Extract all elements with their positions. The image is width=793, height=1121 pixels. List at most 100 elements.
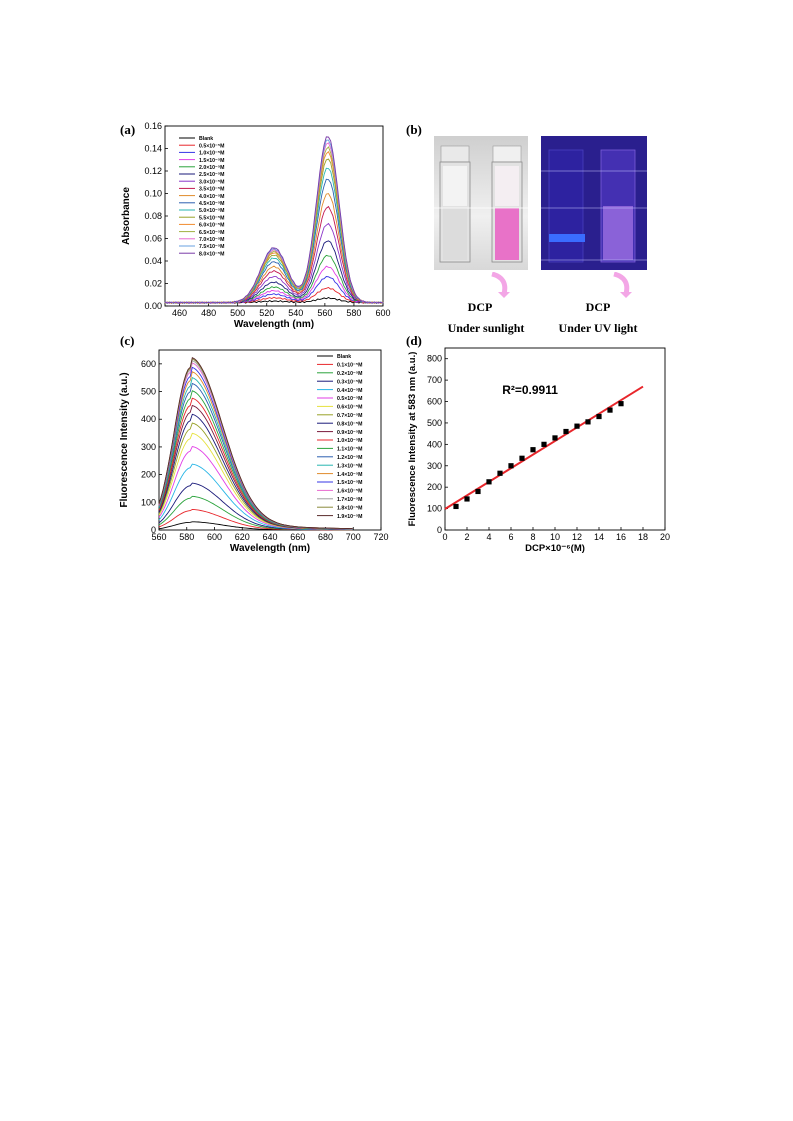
y-tick-label: 300 <box>427 461 442 471</box>
y-axis-label: Fluorescence Intensity (a.u.) <box>119 372 130 507</box>
legend-label: 1.0×10⁻⁵M <box>199 151 225 157</box>
x-tick-label: 460 <box>172 308 187 318</box>
uv-photo <box>541 136 647 270</box>
x-tick-label: 580 <box>346 308 361 318</box>
r-squared-annotation: R²=0.9911 <box>502 383 558 397</box>
legend-label: 1.8×10⁻⁵M <box>337 505 363 511</box>
legend-label: Blank <box>199 136 213 142</box>
y-tick-label: 100 <box>427 504 442 514</box>
panel-d-label: (d) <box>406 333 422 348</box>
legend-label: 3.5×10⁻⁵M <box>199 187 225 193</box>
x-tick-label: 560 <box>151 532 166 542</box>
data-point <box>541 441 547 447</box>
legend-label: 1.5×10⁻⁵M <box>337 480 363 486</box>
x-tick-label: 480 <box>201 308 216 318</box>
x-tick-label: 560 <box>317 308 332 318</box>
x-axis-label: DCP×10⁻⁶(M) <box>525 543 585 554</box>
x-tick-label: 580 <box>179 532 194 542</box>
y-tick-label: 0 <box>437 525 442 535</box>
y-tick-label: 0.16 <box>144 121 162 131</box>
data-point <box>519 455 525 461</box>
legend-label: 1.4×10⁻⁵M <box>337 472 363 478</box>
y-tick-label: 0.02 <box>144 279 162 289</box>
legend-label: 6.0×10⁻⁵M <box>199 223 225 229</box>
x-tick-label: 0 <box>442 532 447 542</box>
y-tick-label: 300 <box>141 442 156 452</box>
legend-label: 2.0×10⁻⁵M <box>199 165 225 171</box>
cuvettes-uv-illustration <box>541 136 647 270</box>
x-tick-label: 4 <box>486 532 491 542</box>
legend-label: 1.6×10⁻⁵M <box>337 489 363 495</box>
y-tick-label: 500 <box>141 387 156 397</box>
y-tick-label: 100 <box>141 497 156 507</box>
legend-label: 0.6×10⁻⁵M <box>337 405 363 411</box>
x-tick-label: 660 <box>290 532 305 542</box>
data-point <box>475 488 481 495</box>
y-tick-label: 800 <box>427 354 442 364</box>
x-tick-label: 2 <box>464 532 469 542</box>
legend-label: 5.0×10⁻⁵M <box>199 208 225 214</box>
legend-label: 0.1×10⁻⁵M <box>337 363 363 369</box>
sunlight-photo <box>434 136 528 270</box>
legend-label: 4.0×10⁻⁵M <box>199 194 225 200</box>
panel-c-label: (c) <box>120 333 135 348</box>
series-line <box>158 359 353 530</box>
x-tick-label: 18 <box>638 532 648 542</box>
legend-label: 0.9×10⁻⁵M <box>337 430 363 436</box>
y-tick-label: 400 <box>141 414 156 424</box>
series-line <box>158 357 353 530</box>
cuvettes-sunlight-illustration <box>434 145 528 263</box>
panel-b-label: (b) <box>406 122 422 137</box>
x-tick-label: 8 <box>530 532 535 542</box>
legend-label: 8.0×10⁻⁵M <box>199 251 225 257</box>
panel-a-label: (a) <box>120 122 136 137</box>
data-point <box>508 463 514 469</box>
data-point <box>486 479 492 485</box>
legend-label: 1.2×10⁻⁵M <box>337 455 363 461</box>
y-tick-label: 0.00 <box>144 301 162 311</box>
x-tick-label: 600 <box>207 532 222 542</box>
legend-label: 1.7×10⁻⁵M <box>337 497 363 503</box>
legend-label: 0.8×10⁻⁵M <box>337 421 363 427</box>
curved-arrow-icon <box>613 272 632 298</box>
y-axis-label: Absorbance <box>121 187 132 245</box>
y-axis-label: Fluorescence Intensity at 583 nm (a.u.) <box>407 352 418 527</box>
calibration-chart: 0 2 4 6 8 10 12 14 16 18 2001002003004005006007008… <box>407 347 670 554</box>
data-point <box>596 413 602 420</box>
series-line <box>158 371 353 530</box>
data-point <box>585 419 591 425</box>
data-point <box>453 503 459 510</box>
x-axis-label: Wavelength (nm) <box>230 543 310 554</box>
legend-label: 1.1×10⁻⁵M <box>337 447 363 453</box>
uv-caption: Under UV light <box>558 321 638 335</box>
y-tick-label: 0.08 <box>144 211 162 221</box>
data-point <box>618 401 624 407</box>
dcp-label-left: DCP <box>467 300 493 314</box>
data-point <box>552 435 558 441</box>
x-tick-label: 680 <box>318 532 333 542</box>
series-line <box>164 222 384 304</box>
legend-label: 1.3×10⁻⁵M <box>337 463 363 469</box>
y-tick-label: 200 <box>427 482 442 492</box>
series-line <box>164 136 384 304</box>
legend-label: 6.5×10⁻⁵M <box>199 230 225 236</box>
fit-line <box>444 385 644 510</box>
y-tick-label: 0.14 <box>144 144 162 154</box>
sunlight-caption: Under sunlight <box>447 321 525 335</box>
fluorescence-chart: 560 580 600 620 640 660 680 700 720 0 100 200 300 400… <box>119 349 389 554</box>
legend-label: 1.5×10⁻⁵M <box>199 158 225 164</box>
legend-label: 2.5×10⁻⁵M <box>199 172 225 178</box>
x-tick-label: 720 <box>373 532 388 542</box>
data-point <box>607 407 613 413</box>
legend-label: 3.0×10⁻⁵M <box>199 179 225 185</box>
y-tick-label: 0.10 <box>144 189 162 199</box>
x-tick-label: 500 <box>230 308 245 318</box>
y-tick-label: 400 <box>427 439 442 449</box>
legend-label: 4.5×10⁻⁵M <box>199 201 225 207</box>
y-tick-label: 700 <box>427 375 442 385</box>
data-point <box>574 423 580 429</box>
x-tick-label: 700 <box>346 532 361 542</box>
x-tick-label: 540 <box>288 308 303 318</box>
y-tick-label: 0 <box>151 525 156 535</box>
x-tick-label: 640 <box>262 532 277 542</box>
